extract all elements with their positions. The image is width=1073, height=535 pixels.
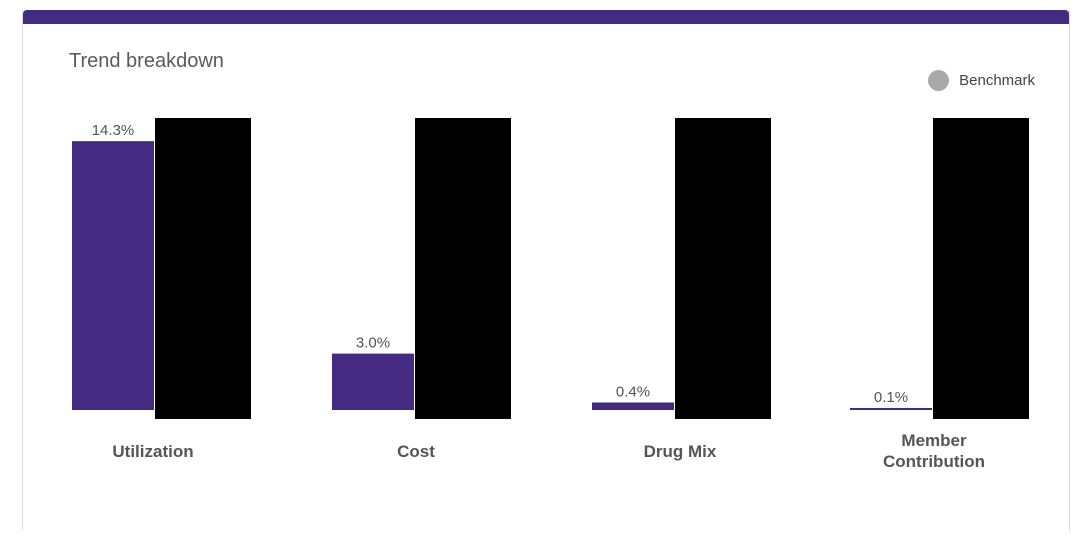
benchmark-legend-label: Benchmark bbox=[959, 72, 1035, 89]
category-label-2: Drug Mix bbox=[644, 442, 717, 461]
category-label-3-line-0: Member bbox=[901, 431, 967, 450]
bar-3 bbox=[850, 408, 932, 410]
category-label-1: Cost bbox=[397, 442, 435, 461]
bar-2 bbox=[592, 402, 674, 410]
data-label-3: 0.1% bbox=[874, 389, 908, 406]
benchmark-legend-swatch bbox=[928, 70, 950, 91]
benchmark-bar-2 bbox=[675, 118, 771, 419]
category-label-0: Utilization bbox=[112, 442, 193, 461]
bar-1 bbox=[332, 353, 414, 410]
benchmark-bar-1 bbox=[415, 118, 511, 419]
bar-0 bbox=[72, 141, 154, 410]
card-accent-bar bbox=[23, 10, 1069, 24]
benchmark-bar-3 bbox=[933, 118, 1029, 419]
data-label-0: 14.3% bbox=[92, 122, 135, 139]
card-title: Trend breakdown bbox=[69, 50, 224, 72]
data-label-2: 0.4% bbox=[616, 383, 650, 400]
chart-legend: Benchmark bbox=[928, 70, 1035, 91]
benchmark-bar-0 bbox=[155, 118, 251, 419]
data-label-1: 3.0% bbox=[356, 335, 390, 352]
category-label-3-line-1: Contribution bbox=[883, 452, 985, 471]
